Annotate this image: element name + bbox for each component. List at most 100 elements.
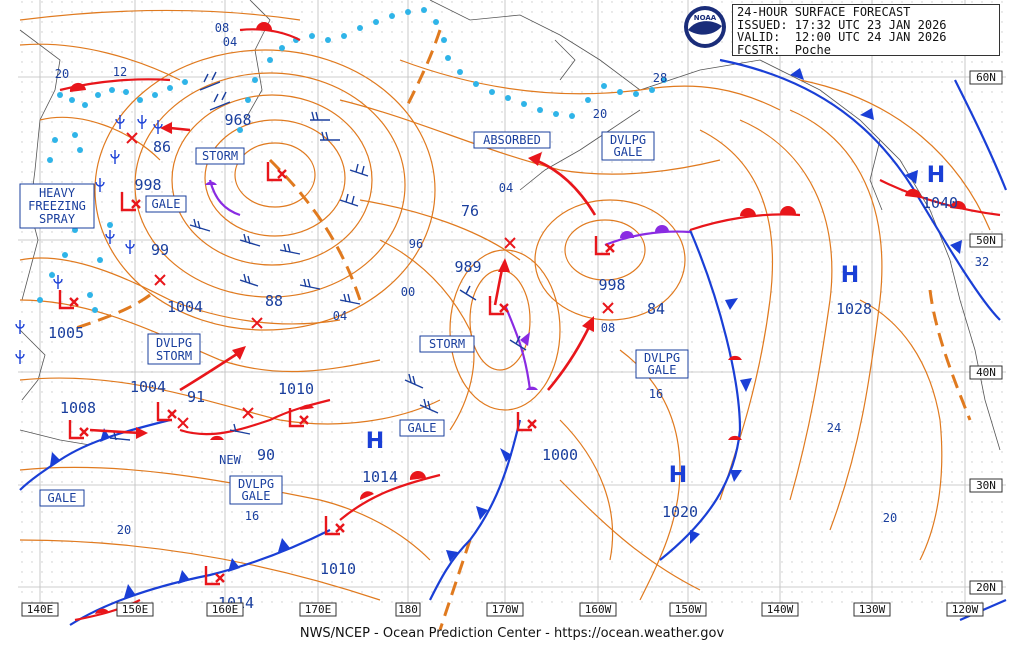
longitude-label: 160W bbox=[585, 603, 612, 616]
warning-label: GALE bbox=[614, 145, 643, 159]
cold-fronts bbox=[19, 58, 1008, 626]
forecast-title: 24-HOUR SURFACE FORECAST bbox=[737, 5, 911, 19]
longitude-label-box bbox=[206, 602, 244, 617]
longitude-label: 120W bbox=[952, 603, 979, 616]
isobar-label: 16 bbox=[649, 387, 663, 401]
isobar-label: 96 bbox=[409, 237, 423, 251]
warm-front-semicircles bbox=[69, 22, 967, 614]
longitude-label-box bbox=[761, 602, 799, 617]
warning-label: GALE bbox=[48, 491, 77, 505]
longitude-label-box bbox=[946, 602, 984, 617]
valid-time: VALID: 12:00 UTC 24 JAN 2026 bbox=[737, 30, 947, 44]
forecaster: FCSTR: Poche bbox=[737, 42, 831, 57]
isobar-label: 88 bbox=[265, 292, 283, 310]
warning-box bbox=[473, 131, 551, 149]
isobar-label: 86 bbox=[153, 138, 171, 156]
isobar-label: 08 bbox=[601, 321, 615, 335]
low-pressure-value: 998 bbox=[598, 276, 625, 294]
latitude-label: 60N bbox=[976, 71, 996, 84]
isobar-label: 99 bbox=[151, 241, 169, 259]
longitude-label-box bbox=[579, 602, 617, 617]
latitude-label-box bbox=[969, 580, 1003, 595]
warning-label: HEAVY bbox=[39, 186, 76, 200]
warning-box bbox=[229, 475, 283, 505]
longitude-label-box bbox=[486, 602, 524, 617]
longitude-label: 160E bbox=[212, 603, 239, 616]
longitude-label: 130W bbox=[859, 603, 886, 616]
isobar-label: NEW bbox=[219, 453, 241, 467]
longitude-label: 180 bbox=[398, 603, 418, 616]
high-pressure-value: 1040 bbox=[922, 194, 958, 212]
longitude-label: 140E bbox=[27, 603, 54, 616]
isobar-label: 20 bbox=[55, 67, 69, 81]
high-symbol: H bbox=[366, 429, 384, 454]
low-pressure-value: 1008 bbox=[60, 399, 96, 417]
high-pressure-value: 1028 bbox=[836, 300, 872, 318]
low-pressure-value: 1010 bbox=[320, 560, 356, 578]
warning-box bbox=[195, 147, 245, 165]
longitude-label: 150W bbox=[675, 603, 702, 616]
high-symbol: H bbox=[841, 263, 859, 288]
svg-text:NOAA: NOAA bbox=[694, 14, 717, 22]
wind-barbs bbox=[109, 71, 527, 441]
isobar-label: 28 bbox=[653, 71, 667, 85]
latitude-label-box bbox=[969, 365, 1003, 380]
isobars bbox=[19, 9, 991, 601]
warning-label: DVLPG bbox=[238, 477, 274, 491]
warning-box bbox=[145, 195, 187, 213]
warning-box bbox=[147, 333, 201, 365]
latitude-label-box bbox=[969, 70, 1003, 85]
warning-label: ABSORBED bbox=[483, 133, 541, 147]
high-symbol: H bbox=[669, 463, 687, 488]
isobar-label: 12 bbox=[113, 65, 127, 79]
warning-label: DVLPG bbox=[644, 351, 680, 365]
warning-label: GALE bbox=[648, 363, 677, 377]
high-symbol: H bbox=[927, 163, 945, 188]
warning-label: STORM bbox=[429, 337, 465, 351]
warning-label: GALE bbox=[242, 489, 271, 503]
high-pressure-value: 1014 bbox=[362, 468, 398, 486]
cold-front-pips bbox=[50, 68, 962, 598]
low-pressure-value: 998 bbox=[134, 176, 161, 194]
isobar-label: 20 bbox=[117, 523, 131, 537]
isobar-label: 04 bbox=[333, 309, 347, 323]
warning-box bbox=[601, 131, 655, 161]
isobar-label: 20 bbox=[883, 511, 897, 525]
dotted-background bbox=[18, 0, 1006, 608]
noaa-logo: NOAA bbox=[684, 6, 726, 48]
latitude-label-box bbox=[969, 233, 1003, 248]
low-symbols bbox=[58, 162, 615, 586]
warning-label: STORM bbox=[156, 349, 192, 363]
warning-box bbox=[399, 419, 445, 437]
footer-credit: NWS/NCEP - Ocean Prediction Center - htt… bbox=[299, 626, 725, 641]
isobar-label: 08 bbox=[215, 21, 229, 35]
longitude-label: 150E bbox=[122, 603, 149, 616]
isobar-label: 24 bbox=[827, 421, 841, 435]
warning-label: DVLPG bbox=[156, 336, 192, 350]
troughs bbox=[69, 29, 972, 631]
warning-label: GALE bbox=[408, 421, 437, 435]
longitude-label-box bbox=[853, 602, 891, 617]
issued-time: ISSUED: 17:32 UTC 23 JAN 2026 bbox=[737, 17, 947, 32]
high-pressure-value: 1020 bbox=[662, 503, 698, 521]
isobar-label: 04 bbox=[499, 181, 513, 195]
warning-label: STORM bbox=[202, 149, 238, 163]
warning-box bbox=[39, 489, 85, 507]
forecast-info-box: 24-HOUR SURFACE FORECAST ISSUED: 17:32 U… bbox=[732, 4, 1000, 56]
warning-label: SPRAY bbox=[39, 212, 76, 226]
low-pressure-value: 1000 bbox=[542, 446, 578, 464]
low-pressure-value: 1004 bbox=[130, 378, 166, 396]
warning-label: FREEZING bbox=[28, 199, 86, 213]
isobar-label: 32 bbox=[975, 255, 989, 269]
warning-box bbox=[635, 349, 689, 379]
freezing-spray-boundary bbox=[37, 7, 667, 313]
warning-box bbox=[419, 335, 475, 353]
longitude-label-box bbox=[21, 602, 59, 617]
low-pressure-value: 1004 bbox=[167, 298, 203, 316]
low-pressure-value: 968 bbox=[224, 111, 251, 129]
latitude-label: 40N bbox=[976, 366, 996, 379]
isobar-label: 91 bbox=[187, 388, 205, 406]
isobar-label: 90 bbox=[257, 446, 275, 464]
warning-label: GALE bbox=[152, 197, 181, 211]
